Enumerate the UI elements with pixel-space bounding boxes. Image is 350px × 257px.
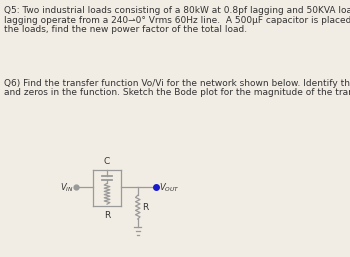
Text: $V_{OUT}$: $V_{OUT}$ [159, 181, 179, 194]
Text: C: C [104, 157, 110, 166]
Text: the loads, find the new power factor of the total load.: the loads, find the new power factor of … [4, 25, 247, 34]
Text: Q6) Find the transfer function Vo/Vi for the network shown below. Identify the t: Q6) Find the transfer function Vo/Vi for… [4, 79, 350, 88]
Text: lagging operate from a 240⇀0° Vrms 60Hz line.  A 500μF capacitor is placed in pa: lagging operate from a 240⇀0° Vrms 60Hz … [4, 16, 350, 25]
Text: and zeros in the function. Sketch the Bode plot for the magnitude of the transfe: and zeros in the function. Sketch the Bo… [4, 88, 350, 97]
Text: $V_{IN}$: $V_{IN}$ [60, 181, 74, 194]
Text: R: R [104, 211, 110, 220]
Text: Q5: Two industrial loads consisting of a 80kW at 0.8pf lagging and 50KVA load al: Q5: Two industrial loads consisting of a… [4, 6, 350, 15]
Text: R: R [142, 203, 148, 212]
